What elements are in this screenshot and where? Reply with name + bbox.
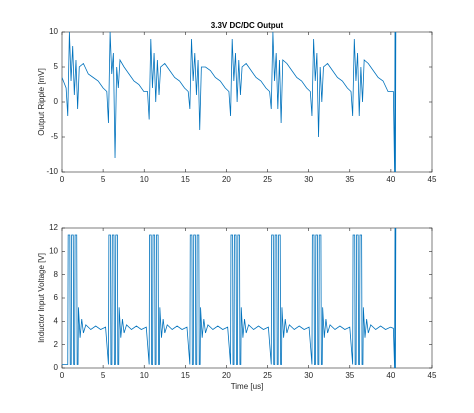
x-tick-label: 45 [428, 175, 437, 184]
x-tick-label: 10 [140, 175, 149, 184]
signal-line [62, 32, 397, 172]
y-tick-label: -5 [51, 132, 59, 141]
x-tick-label: 25 [263, 371, 272, 380]
signal-line [62, 228, 397, 368]
x-tick-label: 30 [304, 175, 313, 184]
x-axis-label: Time [us] [231, 382, 264, 391]
y-tick-label: 4 [54, 316, 59, 325]
y-tick-label: 10 [49, 246, 58, 255]
y-tick-label: 8 [54, 270, 59, 279]
plot-area [61, 227, 433, 369]
x-tick-label: 20 [222, 371, 231, 380]
x-tick-label: 25 [263, 175, 272, 184]
x-tick-label: 10 [140, 371, 149, 380]
y-tick-label: 5 [54, 62, 59, 71]
x-tick-label: 5 [101, 371, 106, 380]
y-axis-label: Output Ripple [mV] [37, 68, 46, 136]
x-tick-label: 40 [386, 371, 395, 380]
x-tick-label: 15 [181, 371, 190, 380]
x-tick-label: 30 [304, 371, 313, 380]
y-tick-label: 12 [49, 223, 58, 232]
x-tick-label: 5 [101, 175, 106, 184]
y-tick-label: 6 [54, 293, 59, 302]
x-tick-label: 40 [386, 175, 395, 184]
x-tick-label: 35 [345, 371, 354, 380]
x-tick-label: 0 [60, 371, 65, 380]
y-tick-label: 0 [54, 363, 59, 372]
y-tick-label: 2 [54, 340, 59, 349]
x-tick-label: 35 [345, 175, 354, 184]
plot-area [61, 31, 433, 173]
chart-title: 3.3V DC/DC Output [211, 21, 284, 30]
y-tick-label: 0 [54, 97, 59, 106]
y-tick-label: 10 [49, 27, 58, 36]
x-tick-label: 20 [222, 175, 231, 184]
y-axis-label: Inductor Input Voltage [V] [37, 253, 46, 343]
y-tick-label: -10 [46, 167, 58, 176]
x-tick-label: 15 [181, 175, 190, 184]
x-tick-label: 45 [428, 371, 437, 380]
x-tick-label: 0 [60, 175, 65, 184]
